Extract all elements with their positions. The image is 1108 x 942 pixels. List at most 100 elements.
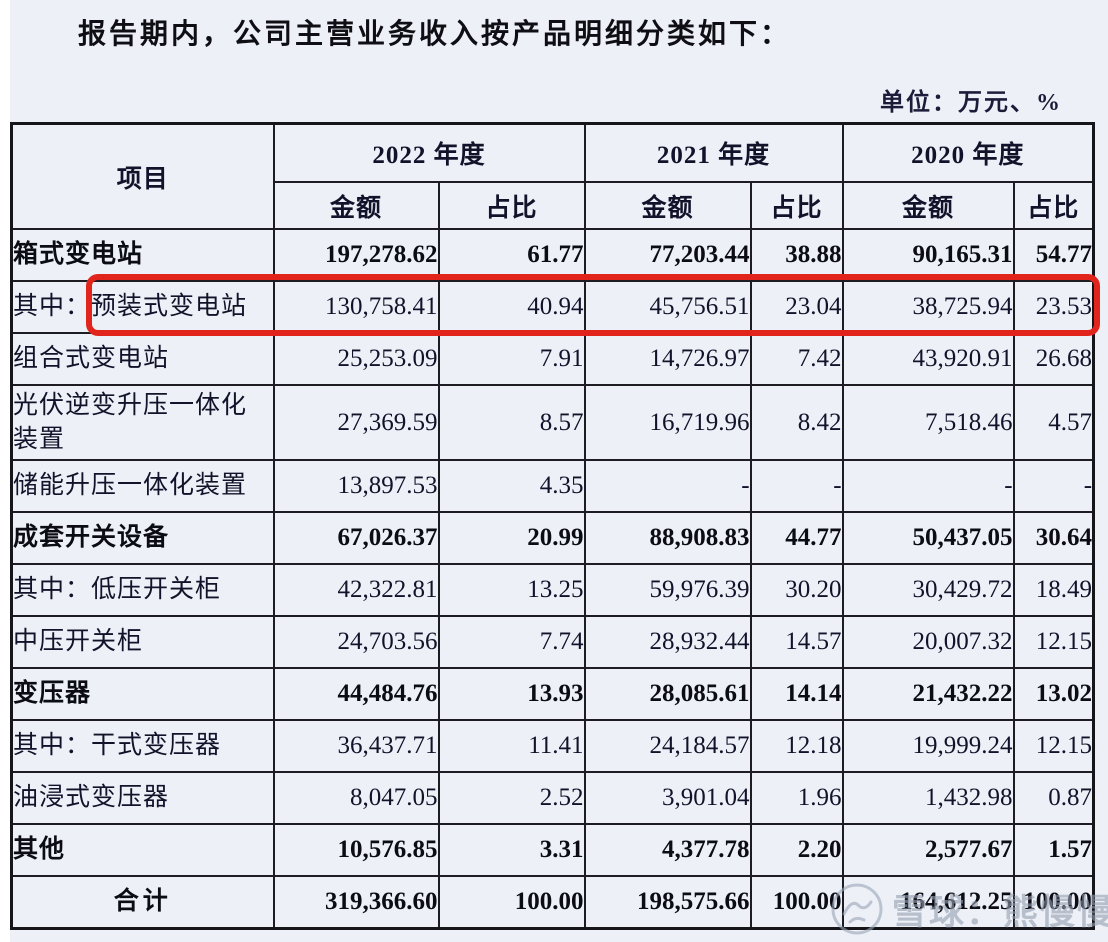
- header-year-2021: 2021 年度: [583, 122, 844, 183]
- cell-2022-ratio: 2.52: [437, 771, 586, 825]
- cell-2020-ratio: 100.00: [1012, 875, 1095, 930]
- cell-2022-ratio: 100.00: [437, 875, 586, 930]
- cell-2022-amount: 130,758.41: [272, 280, 440, 334]
- cell-2021-amount: 59,976.39: [583, 563, 752, 617]
- cell-2020-ratio: 13.02: [1012, 667, 1095, 721]
- cell-2021-ratio: 1.96: [749, 771, 844, 825]
- row-label: 变压器: [10, 667, 275, 721]
- cell-2022-amount: 10,576.85: [272, 823, 440, 877]
- header-item: 项目: [10, 122, 275, 230]
- cell-2021-amount: 24,184.57: [583, 719, 752, 773]
- cell-2022-ratio: 11.41: [437, 719, 586, 773]
- cell-2021-amount: 45,756.51: [583, 280, 752, 334]
- cell-2022-amount: 319,366.60: [272, 875, 440, 930]
- cell-2022-ratio: 61.77: [437, 228, 586, 282]
- cell-2022-amount: 24,703.56: [272, 615, 440, 669]
- header-amount-2022: 金额: [272, 181, 440, 230]
- cell-2022-ratio: 20.99: [437, 511, 586, 565]
- row-box-type-substation: 箱式变电站 197,278.62 61.77 77,203.44 38.88 9…: [10, 228, 1095, 282]
- revenue-breakdown-table: 项目 2022 年度 2021 年度 2020 年度 金额 占比 金额 占比 金…: [10, 122, 1096, 930]
- cell-2020-ratio: 30.64: [1012, 511, 1095, 565]
- cell-2020-amount: 21,432.22: [841, 667, 1015, 721]
- cell-2020-ratio: 12.15: [1012, 719, 1095, 773]
- header-ratio-2022: 占比: [437, 181, 586, 230]
- page-left-margin: [0, 0, 10, 942]
- cell-2021-ratio: 2.20: [749, 823, 844, 877]
- row-combined-substation: 组合式变电站 25,253.09 7.91 14,726.97 7.42 43,…: [10, 332, 1095, 386]
- cell-2022-ratio: 13.25: [437, 563, 586, 617]
- cell-2020-amount: 30,429.72: [841, 563, 1015, 617]
- cell-2021-ratio: -: [749, 459, 844, 513]
- cell-2020-ratio: 12.15: [1012, 615, 1095, 669]
- header-ratio-2021: 占比: [749, 181, 844, 230]
- cell-2021-ratio: 14.57: [749, 615, 844, 669]
- cell-2020-amount: 38,725.94: [841, 280, 1015, 334]
- cell-2022-ratio: 8.57: [437, 384, 586, 461]
- row-label: 其中：预装式变电站: [10, 280, 275, 334]
- header-row-measures: 金额 占比 金额 占比 金额 占比: [12, 181, 1095, 230]
- cell-2021-amount: 198,575.66: [583, 875, 752, 930]
- row-oil-immersed-transformer: 油浸式变压器 8,047.05 2.52 3,901.04 1.96 1,432…: [10, 771, 1095, 825]
- header-ratio-2020: 占比: [1012, 181, 1095, 230]
- cell-2021-amount: 14,726.97: [583, 332, 752, 386]
- row-transformer: 变压器 44,484.76 13.93 28,085.61 14.14 21,4…: [10, 667, 1095, 721]
- cell-2020-amount: 164,612.25: [841, 875, 1015, 930]
- cell-2021-amount: 28,085.61: [583, 667, 752, 721]
- cell-2022-ratio: 3.31: [437, 823, 586, 877]
- cell-2020-ratio: 54.77: [1012, 228, 1095, 282]
- cell-2020-amount: 20,007.32: [841, 615, 1015, 669]
- cell-2020-ratio: -: [1012, 459, 1095, 513]
- row-label: 成套开关设备: [10, 511, 275, 565]
- cell-2022-amount: 44,484.76: [272, 667, 440, 721]
- row-complete-switchgear: 成套开关设备 67,026.37 20.99 88,908.83 44.77 5…: [10, 511, 1095, 565]
- cell-2020-amount: 1,432.98: [841, 771, 1015, 825]
- cell-2021-amount: 77,203.44: [583, 228, 752, 282]
- cell-2021-ratio: 23.04: [749, 280, 844, 334]
- cell-2022-ratio: 7.91: [437, 332, 586, 386]
- cell-2020-ratio: 4.57: [1012, 384, 1095, 461]
- cell-2020-ratio: 0.87: [1012, 771, 1095, 825]
- unit-note: 单位：万元、%: [880, 90, 1062, 116]
- header-year-2020: 2020 年度: [841, 122, 1095, 183]
- cell-2022-amount: 67,026.37: [272, 511, 440, 565]
- cell-2022-amount: 27,369.59: [272, 384, 440, 461]
- cell-2020-amount: 90,165.31: [841, 228, 1015, 282]
- cell-2021-amount: 88,908.83: [583, 511, 752, 565]
- cell-2022-ratio: 40.94: [437, 280, 586, 334]
- cell-2021-ratio: 100.00: [749, 875, 844, 930]
- cell-2022-ratio: 4.35: [437, 459, 586, 513]
- header-amount-2020: 金额: [841, 181, 1015, 230]
- cell-2021-ratio: 44.77: [749, 511, 844, 565]
- cell-2021-ratio: 12.18: [749, 719, 844, 773]
- row-label: 光伏逆变升压一体化装置: [10, 384, 275, 461]
- row-label: 合计: [10, 875, 275, 930]
- cell-2022-amount: 42,322.81: [272, 563, 440, 617]
- row-mv-switch-cabinet: 中压开关柜 24,703.56 7.74 28,932.44 14.57 20,…: [10, 615, 1095, 669]
- cell-2020-ratio: 18.49: [1012, 563, 1095, 617]
- row-storage-booster-unit: 储能升压一体化装置 13,897.53 4.35 - - - -: [10, 459, 1095, 513]
- row-total: 合计 319,366.60 100.00 198,575.66 100.00 1…: [10, 875, 1095, 930]
- row-others: 其他 10,576.85 3.31 4,377.78 2.20 2,577.67…: [10, 823, 1095, 877]
- row-dry-type-transformer: 其中：干式变压器 36,437.71 11.41 24,184.57 12.18…: [10, 719, 1095, 773]
- cell-2021-ratio: 7.42: [749, 332, 844, 386]
- row-prefab-substation-highlighted: 其中：预装式变电站 130,758.41 40.94 45,756.51 23.…: [10, 280, 1095, 334]
- cell-2021-amount: 4,377.78: [583, 823, 752, 877]
- cell-2021-amount: -: [583, 459, 752, 513]
- cell-2021-ratio: 14.14: [749, 667, 844, 721]
- row-label: 其中：干式变压器: [10, 719, 275, 773]
- row-label: 其中：低压开关柜: [10, 563, 275, 617]
- cell-2020-amount: 50,437.05: [841, 511, 1015, 565]
- cell-2020-ratio: 23.53: [1012, 280, 1095, 334]
- cell-2020-ratio: 26.68: [1012, 332, 1095, 386]
- cell-2022-amount: 25,253.09: [272, 332, 440, 386]
- cell-2022-amount: 13,897.53: [272, 459, 440, 513]
- cell-2022-ratio: 13.93: [437, 667, 586, 721]
- cell-2021-ratio: 8.42: [749, 384, 844, 461]
- cell-2020-amount: 7,518.46: [841, 384, 1015, 461]
- row-label: 其他: [10, 823, 275, 877]
- cell-2020-amount: 43,920.91: [841, 332, 1015, 386]
- row-lv-switch-cabinet: 其中：低压开关柜 42,322.81 13.25 59,976.39 30.20…: [10, 563, 1095, 617]
- row-label: 箱式变电站: [10, 228, 275, 282]
- cell-2021-ratio: 30.20: [749, 563, 844, 617]
